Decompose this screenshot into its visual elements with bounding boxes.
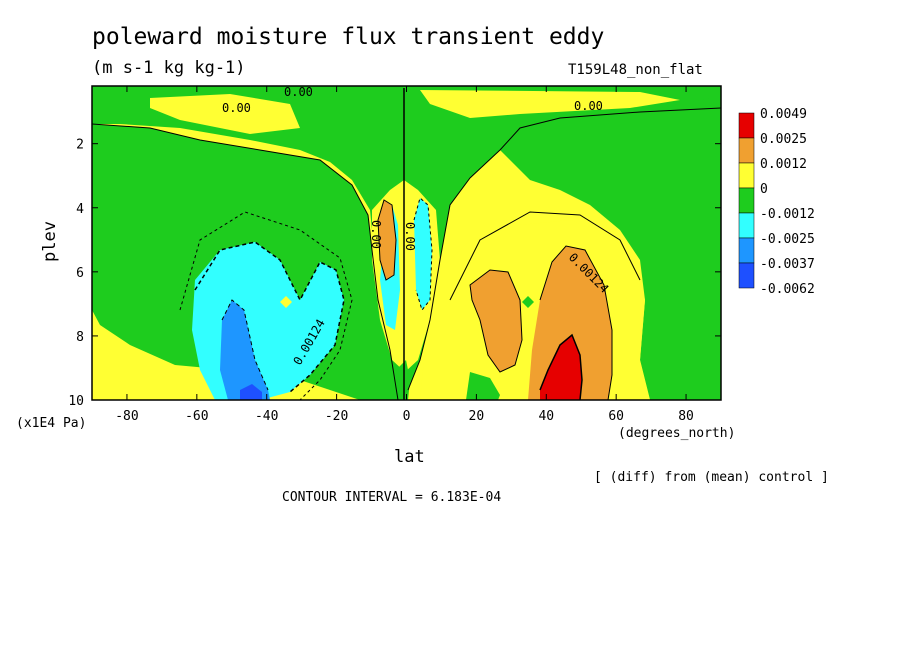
field-darkblue-left <box>240 384 262 400</box>
contour-zero-right <box>407 107 721 391</box>
field-yellow-top-right <box>420 90 680 118</box>
contour-dashed-left-inner <box>221 299 269 391</box>
contour-interval: CONTOUR INTERVAL = 6.183E-04 <box>282 490 502 505</box>
contour-dashed-center <box>413 197 433 312</box>
x-tick-label: 20 <box>469 409 485 424</box>
legend-label: -0.0037 <box>760 257 815 272</box>
contour-label: 0.00 <box>369 220 383 249</box>
field-green-right <box>500 96 721 400</box>
legend-label: -0.0025 <box>760 232 815 247</box>
field-cyan-center-right <box>414 198 432 310</box>
x-tick-label: 60 <box>608 409 624 424</box>
legend-swatch <box>738 237 755 264</box>
legend-label: -0.0012 <box>760 207 815 222</box>
legend-label: -0.0062 <box>760 282 815 297</box>
field-yellow-top-left <box>150 94 300 134</box>
legend-swatch <box>738 187 755 214</box>
contour-field <box>92 86 721 400</box>
field-red-right <box>540 335 582 400</box>
legend-swatch <box>738 262 755 289</box>
y-tick-label: 2 <box>76 138 84 153</box>
x-tick-label: -80 <box>115 409 138 424</box>
contour-solid-right-outer <box>449 211 641 301</box>
contour-solid-right-mid <box>539 245 613 400</box>
model-name: T159L48_non_flat <box>568 62 703 78</box>
legend-swatch <box>738 137 755 164</box>
contour-dashed-left-mid <box>194 241 345 393</box>
y-tick-label: 8 <box>76 330 84 345</box>
legend-label: 0.0025 <box>760 132 807 147</box>
legend-swatch <box>738 162 755 189</box>
legend-label: 0 <box>760 182 768 197</box>
legend-swatch <box>738 212 755 239</box>
contour-lines <box>92 88 721 400</box>
field-green-small <box>522 296 534 308</box>
field-green-bottom-right <box>466 372 500 400</box>
contour-label: 0.00 <box>222 101 251 115</box>
x-tick-label: -60 <box>185 409 208 424</box>
x-tick-label: 40 <box>538 409 554 424</box>
field-orange-center <box>378 200 396 280</box>
x-tick-label: 80 <box>678 409 694 424</box>
contour-dashed-left-outer <box>179 211 353 400</box>
contour-label: 0.00 <box>574 99 603 113</box>
contour-solid-center <box>377 199 397 281</box>
y-axis-unit: (x1E4 Pa) <box>16 416 87 431</box>
contour-solid-right-inner <box>539 333 583 400</box>
chart-title: poleward moisture flux transient eddy <box>92 24 605 50</box>
y-tick-label: 10 <box>68 394 84 409</box>
field-orange-right-a <box>470 270 522 372</box>
field-blue-left <box>220 300 270 400</box>
x-axis-label: lat <box>394 447 425 467</box>
y-tick-label: 6 <box>76 266 84 281</box>
diff-note: [ (diff) from (mean) control ] <box>594 470 829 485</box>
field-yellow-small <box>280 296 292 308</box>
legend-swatch <box>738 112 755 139</box>
y-ticks: 2 4 6 8 10 <box>68 138 721 409</box>
contour-label: 0.00 <box>284 85 313 99</box>
contour-zero-left <box>92 123 399 400</box>
x-tick-label: -20 <box>325 409 348 424</box>
legend-label: 0.0049 <box>760 107 807 122</box>
x-tick-label: 0 <box>403 409 411 424</box>
contour-solid-right-a <box>469 269 523 373</box>
chart-units: (m s-1 kg kg-1) <box>92 58 246 78</box>
color-legend: 0.0049 0.0025 0.0012 0 -0.0012 -0.0025 -0.0037… <box>738 107 815 297</box>
field-orange-right-b <box>528 246 612 400</box>
x-axis-unit: (degrees_north) <box>618 426 736 441</box>
x-tick-label: -40 <box>255 409 278 424</box>
legend-label: 0.0012 <box>760 157 807 172</box>
contour-label: 0.00 <box>403 222 417 251</box>
y-tick-label: 4 <box>76 202 84 217</box>
x-ticks: -80 -60 -40 -20 0 20 40 60 80 <box>115 86 694 424</box>
